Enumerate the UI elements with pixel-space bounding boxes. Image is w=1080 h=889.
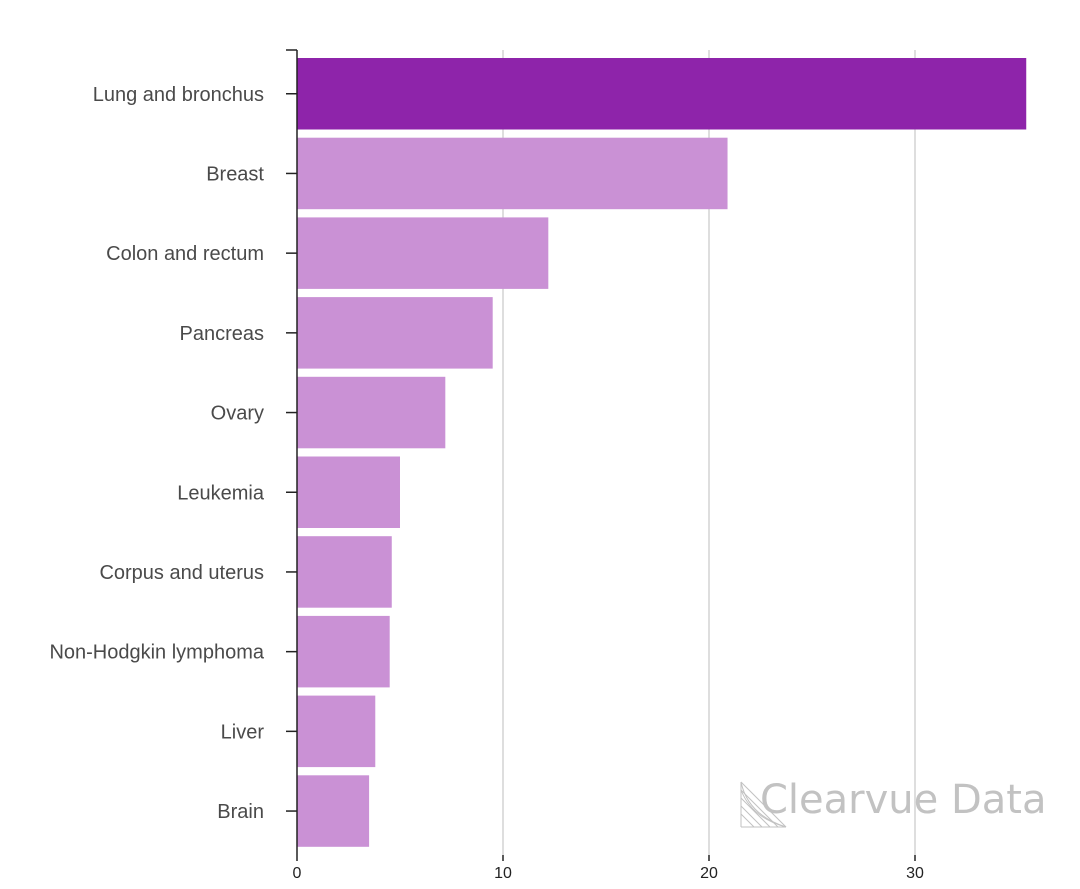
bar-leukemia bbox=[297, 456, 400, 528]
bar-breast bbox=[297, 137, 728, 210]
category-labels: Lung and bronchus Breast Colon and rectum P… bbox=[49, 84, 264, 823]
bars bbox=[297, 58, 1027, 847]
axes: 0 10 20 30 bbox=[286, 49, 924, 882]
x-tick-label-30: 30 bbox=[906, 865, 924, 882]
bar-pancreas bbox=[297, 297, 493, 369]
category-label-ovary: Ovary bbox=[211, 403, 264, 425]
bar-liver bbox=[297, 695, 376, 768]
bar-corpus-and-uterus bbox=[297, 536, 392, 608]
watermark-text: Clearvue Data bbox=[760, 777, 1046, 823]
category-label-brain: Brain bbox=[217, 801, 264, 823]
bar-non-hodgkin-lymphoma bbox=[297, 615, 390, 688]
category-label-pancreas: Pancreas bbox=[180, 323, 265, 345]
x-tick-label-0: 0 bbox=[293, 865, 302, 882]
category-label-lung-and-bronchus: Lung and bronchus bbox=[93, 84, 264, 106]
category-label-breast: Breast bbox=[206, 163, 264, 185]
category-label-liver: Liver bbox=[221, 721, 265, 743]
bar-colon-and-rectum bbox=[297, 217, 549, 289]
bar-ovary bbox=[297, 376, 446, 449]
category-label-colon-and-rectum: Colon and rectum bbox=[106, 243, 264, 265]
bar-lung-and-bronchus bbox=[297, 58, 1027, 130]
category-label-leukemia: Leukemia bbox=[177, 482, 265, 504]
bar-brain bbox=[297, 775, 370, 847]
category-label-corpus-and-uterus: Corpus and uterus bbox=[99, 562, 264, 584]
clearvue-logo-icon bbox=[740, 781, 787, 828]
watermark: Clearvue Data bbox=[740, 777, 1046, 828]
category-label-non-hodgkin-lymphoma: Non-Hodgkin lymphoma bbox=[49, 642, 264, 664]
x-tick-label-20: 20 bbox=[700, 865, 718, 882]
x-tick-label-10: 10 bbox=[494, 865, 512, 882]
